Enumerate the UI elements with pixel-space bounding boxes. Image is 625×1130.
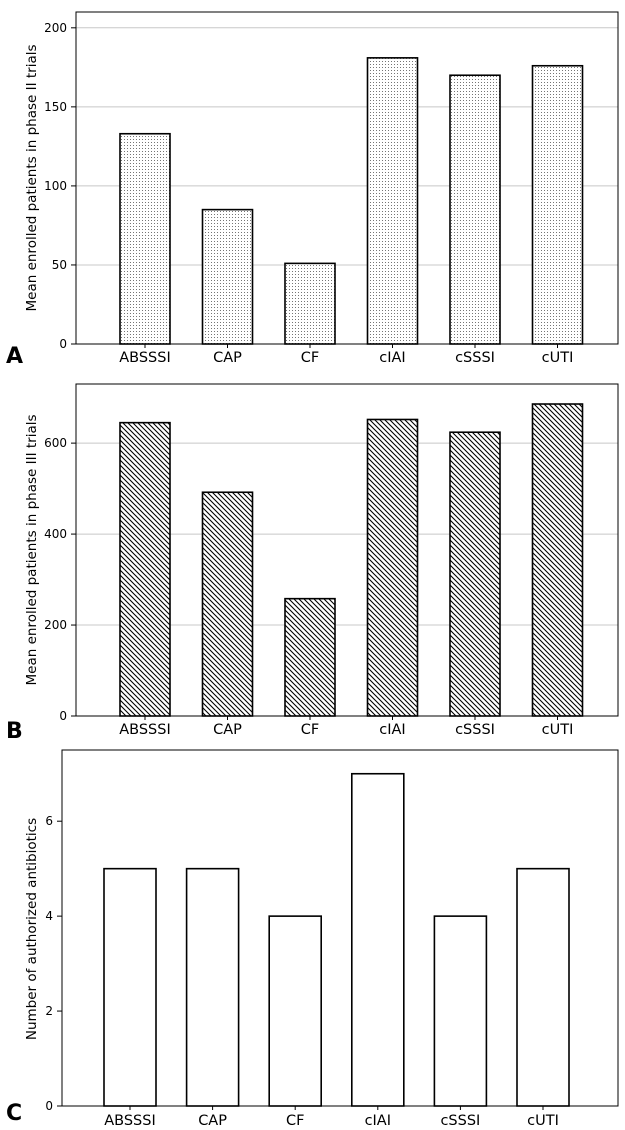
panel-b-bar-csssi [449,431,501,717]
panel-c-bar-ciai [350,772,405,1107]
panel-c-y-tick-label: 4 [45,909,53,923]
panel-a-bar-csssi [449,74,501,345]
panel-c-x-tick-label: CAP [198,1113,227,1129]
panel-b-y-axis-label: Mean enrolled patients in phase III tria… [24,415,40,686]
panel-a-plot-frame [75,11,619,345]
panel-b-x-tick-label: cSSSI [455,722,495,738]
panel-c-plot-frame [61,749,619,1107]
panel-a-plot: ABSSSI CAP CF cIAI cSSSI cUTI 0 50 100 150 200 [44,11,619,366]
panel-a-bar-cuti [531,64,584,345]
panel-a-y-tick-label: 150 [44,100,67,114]
panel-b-plot-frame [75,383,619,717]
panel-b: Mean enrolled patients in phase III tria… [6,383,619,744]
panel-c-y-tick-label: 0 [45,1099,53,1113]
panel-b-bar-cuti [531,403,584,717]
panel-a-label: A [6,344,23,369]
panel-c-x-tick-label: cSSSI [440,1113,480,1129]
panel-a-bar-cap [201,208,254,345]
panel-a-y-tick-label: 50 [52,258,67,272]
panel-b-x-tick-label: CAP [213,722,242,738]
panel-b-x-tick-label: cIAI [379,722,405,738]
panel-b-y-tick-label: 400 [44,527,67,541]
panel-b-bar-cap [201,491,254,717]
panel-c: Number of authorized antibiotics ABSSSI C… [6,749,619,1129]
panel-c-bar-cf [268,915,323,1107]
panel-c-y-tick-label: 2 [45,1004,53,1018]
panel-a: Mean enrolled patients in phase II trial… [6,11,619,369]
panel-c-bar-absssi [103,867,157,1107]
panel-a-bar-ciai [366,57,419,345]
panel-a-bar-cf [284,262,336,345]
panel-a-x-tick-label: ABSSSI [119,350,171,366]
panel-b-y-tick-label: 600 [44,436,67,450]
panel-a-x-tick-label: CAP [213,350,242,366]
panel-c-x-tick-label: CF [286,1113,304,1129]
panel-b-bar-cf [284,597,336,717]
panel-b-y-tick-label: 0 [59,709,67,723]
panel-c-label: C [6,1101,22,1126]
panel-c-bar-cuti [516,867,570,1107]
panel-a-bar-absssi [119,132,171,345]
panel-b-x-tick-label: cUTI [542,722,574,738]
panel-b-x-tick-label: ABSSSI [119,722,171,738]
panel-c-bar-cap [185,867,240,1107]
panel-b-bar-ciai [366,418,419,717]
panel-a-x-tick-label: cIAI [379,350,405,366]
panel-b-plot: ABSSSI CAP CF cIAI cSSSI cUTI 0 200 400 600 [44,383,619,738]
panel-c-y-axis-label: Number of authorized antibiotics [24,818,40,1040]
panel-a-x-tick-label: cUTI [542,350,574,366]
panel-b-bar-absssi [119,421,171,717]
panel-b-y-tick-label: 200 [44,618,67,632]
panel-c-bar-csssi [433,915,488,1107]
panel-b-x-tick-label: CF [301,722,319,738]
panel-c-x-tick-label: cUTI [527,1113,559,1129]
panel-a-y-tick-label: 200 [44,21,67,35]
panel-a-y-axis-label: Mean enrolled patients in phase II trial… [24,44,40,311]
panel-c-y-tick-label: 6 [45,814,53,828]
panel-a-x-tick-label: cSSSI [455,350,495,366]
panel-a-y-tick-label: 0 [59,337,67,351]
panel-c-plot: ABSSSI CAP CF cIAI cSSSI cUTI 0 2 4 6 [45,749,619,1129]
panel-a-y-tick-label: 100 [44,179,67,193]
panel-a-x-tick-label: CF [301,350,319,366]
panel-c-x-tick-label: ABSSSI [104,1113,156,1129]
panel-c-x-tick-label: cIAI [365,1113,391,1129]
panel-b-label: B [6,719,23,744]
